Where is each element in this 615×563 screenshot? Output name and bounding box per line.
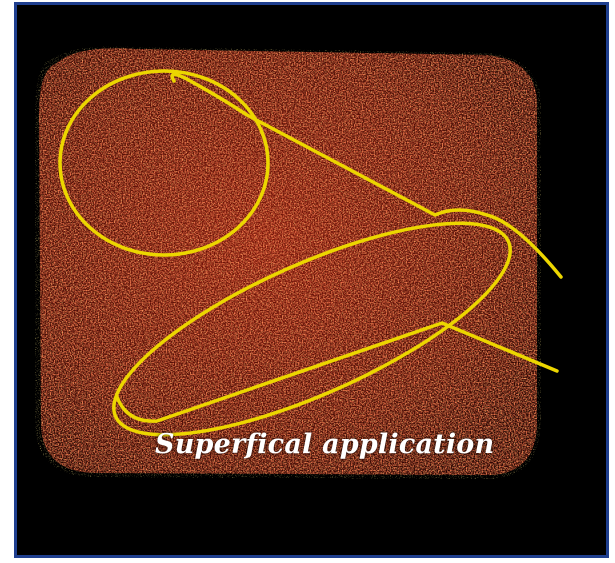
tissue-speckle-yellow bbox=[35, 46, 541, 479]
circle-outline bbox=[58, 69, 270, 257]
image-frame: Superfical application bbox=[14, 2, 609, 558]
microscopy-image bbox=[35, 46, 563, 479]
caption-label: Superfical application bbox=[155, 429, 495, 460]
pointer-line-lower bbox=[115, 321, 559, 423]
pointer-line-upper bbox=[170, 72, 563, 279]
ellipse-outline bbox=[112, 221, 512, 437]
